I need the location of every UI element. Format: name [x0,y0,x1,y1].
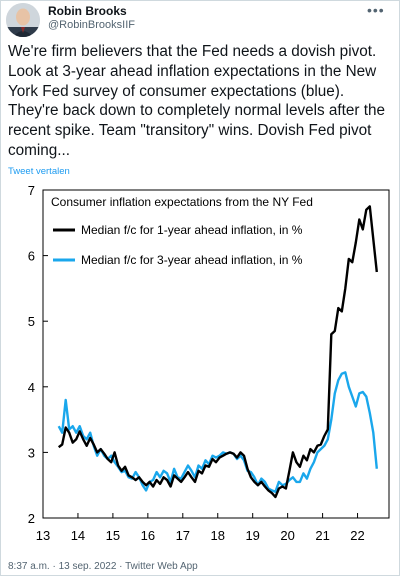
tweet-meta[interactable]: 8:37 a.m. · 13 sep. 2022 · Twitter Web A… [8,561,198,572]
legend-label-1yr: Median f/c for 1-year ahead inflation, i… [81,223,303,237]
y-tick-label: 4 [28,380,35,395]
y-tick-label: 2 [28,511,35,526]
x-tick-label: 21 [315,528,329,543]
plot-frame [42,189,390,519]
y-tick-label: 7 [28,183,35,198]
x-tick-label: 20 [280,528,294,543]
person-avatar-icon [6,3,40,37]
y-tick-label: 3 [28,445,35,460]
x-tick-label: 19 [245,528,259,543]
x-tick-label: 22 [350,528,364,543]
x-tick-label: 13 [36,528,50,543]
x-axis-ticks: 13 14 15 16 17 18 19 20 21 22 [36,513,365,543]
chart-title: Consumer inflation expectations from the… [51,195,313,209]
y-tick-label: 6 [28,249,35,264]
author-name[interactable]: Robin Brooks [48,4,127,18]
x-tick-label: 18 [211,528,225,543]
x-tick-label: 15 [106,528,120,543]
y-axis-ticks: 2 3 4 5 6 7 [28,183,48,526]
legend-label-3yr: Median f/c for 3-year ahead inflation, i… [81,253,303,267]
x-tick-label: 14 [71,528,85,543]
y-tick-label: 5 [28,314,35,329]
series-line-1yr [57,205,378,499]
x-tick-label: 16 [141,528,155,543]
author-handle[interactable]: @RobinBrooksIIF [48,19,135,31]
more-options-icon[interactable]: ••• [367,2,385,18]
author-avatar[interactable] [6,3,40,37]
chart-background [5,182,393,552]
translate-tweet-link[interactable]: Tweet vertalen [8,166,70,177]
inflation-chart[interactable]: Consumer inflation expectations from the… [5,182,393,552]
tweet-text: We're firm believers that the Fed needs … [8,43,386,159]
series-line-3yr [57,371,378,493]
x-tick-label: 17 [176,528,190,543]
